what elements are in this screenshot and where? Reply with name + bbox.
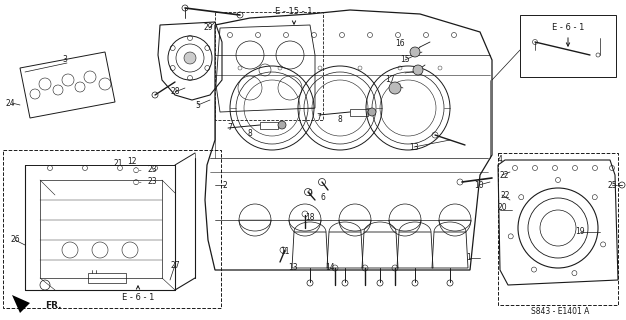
- Bar: [88, 273, 126, 283]
- Bar: [350, 109, 368, 116]
- Text: 22: 22: [500, 171, 509, 180]
- Text: 1: 1: [466, 253, 471, 262]
- Text: 25: 25: [607, 180, 617, 189]
- Circle shape: [410, 47, 420, 57]
- Text: 5: 5: [195, 100, 200, 109]
- Text: 21: 21: [113, 159, 123, 169]
- Circle shape: [413, 65, 423, 75]
- Text: FR.: FR.: [45, 301, 61, 310]
- Text: 15: 15: [400, 55, 410, 65]
- Text: 20: 20: [497, 204, 507, 212]
- Text: 26: 26: [10, 236, 20, 244]
- Text: 8: 8: [248, 129, 252, 138]
- Circle shape: [389, 82, 401, 94]
- Text: 28: 28: [170, 87, 180, 97]
- Text: 6: 6: [321, 194, 326, 203]
- Text: 16: 16: [395, 38, 405, 47]
- Text: 4: 4: [498, 156, 503, 164]
- Text: 7: 7: [317, 114, 321, 123]
- Text: E - 6 - 1: E - 6 - 1: [122, 293, 154, 302]
- Polygon shape: [12, 295, 30, 313]
- Text: 27: 27: [170, 260, 180, 269]
- Circle shape: [368, 108, 376, 116]
- Text: 8: 8: [337, 116, 342, 124]
- Text: S843 - E1401 A: S843 - E1401 A: [531, 308, 589, 316]
- Text: E - 6 - 1: E - 6 - 1: [552, 23, 584, 33]
- Text: 3: 3: [63, 55, 68, 65]
- Text: ○–: ○–: [132, 179, 142, 185]
- Bar: [260, 122, 278, 129]
- Text: 14: 14: [325, 263, 335, 273]
- Bar: [498, 153, 618, 305]
- Text: E - 15 - 1: E - 15 - 1: [275, 7, 313, 17]
- Text: ○–: ○–: [132, 167, 142, 173]
- Text: 9: 9: [307, 188, 312, 197]
- Text: 13: 13: [409, 142, 419, 151]
- Bar: [215, 12, 323, 120]
- Text: 19: 19: [575, 228, 585, 236]
- Text: 13: 13: [288, 262, 298, 271]
- Circle shape: [278, 121, 286, 129]
- Text: 29: 29: [203, 23, 213, 33]
- Text: 23: 23: [147, 165, 156, 174]
- Text: 12: 12: [127, 157, 136, 166]
- Text: 22: 22: [500, 190, 510, 199]
- Text: 17: 17: [385, 76, 395, 84]
- Bar: [520, 15, 616, 77]
- Text: 10: 10: [474, 180, 484, 189]
- Text: 18: 18: [305, 213, 315, 222]
- Text: 23: 23: [147, 178, 156, 187]
- Text: 24: 24: [5, 99, 15, 108]
- Text: 11: 11: [280, 247, 290, 257]
- Circle shape: [184, 52, 196, 64]
- Text: 2: 2: [223, 180, 227, 189]
- Text: 7: 7: [228, 124, 232, 132]
- Bar: [3, 150, 221, 308]
